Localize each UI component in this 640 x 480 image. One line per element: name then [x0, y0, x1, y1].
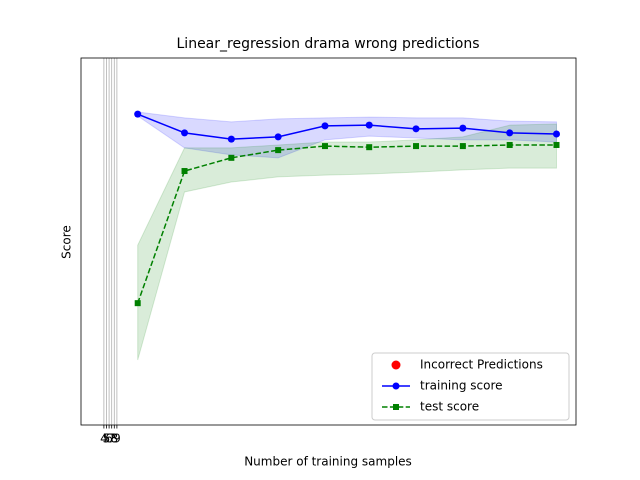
marker: [181, 168, 188, 175]
series-line: [137, 113, 557, 140]
plot-frame: [80, 57, 577, 426]
legend-marker: [391, 360, 401, 370]
x-axis-label: Number of training samples: [244, 455, 412, 469]
marker: [275, 147, 282, 154]
legend-label: test score: [420, 400, 479, 414]
x-tick-label: 7: [108, 432, 116, 446]
marker: [228, 154, 235, 161]
marker: [366, 144, 373, 151]
marker: [506, 141, 513, 148]
y-axis-label: Score: [60, 225, 74, 259]
x-tick-label: 8: [110, 432, 118, 446]
legend-label: Incorrect Predictions: [420, 358, 543, 372]
marker: [134, 300, 141, 307]
marker: [552, 130, 560, 138]
x-tick-label: 4: [100, 432, 108, 446]
x-tick-label: 9: [113, 432, 121, 446]
x-tick-label: 6: [105, 432, 113, 446]
chart-title: Linear_regression drama wrong prediction…: [177, 36, 480, 52]
marker: [181, 129, 189, 137]
legend-box: [371, 352, 570, 421]
legend-marker: [393, 404, 399, 410]
marker: [365, 121, 373, 129]
legend-label: training score: [420, 379, 503, 393]
legend-marker: [392, 382, 400, 390]
marker: [321, 122, 329, 130]
marker: [459, 124, 467, 132]
marker: [459, 143, 466, 150]
marker: [506, 129, 514, 137]
marker: [413, 143, 420, 150]
marker: [412, 125, 420, 133]
marker: [553, 141, 560, 148]
series-line: [136, 144, 557, 304]
marker: [134, 110, 142, 118]
marker: [227, 135, 235, 143]
marker: [321, 143, 328, 150]
x-tick-label: 5: [103, 432, 111, 446]
marker: [274, 133, 282, 141]
confidence-band: [137, 123, 557, 361]
